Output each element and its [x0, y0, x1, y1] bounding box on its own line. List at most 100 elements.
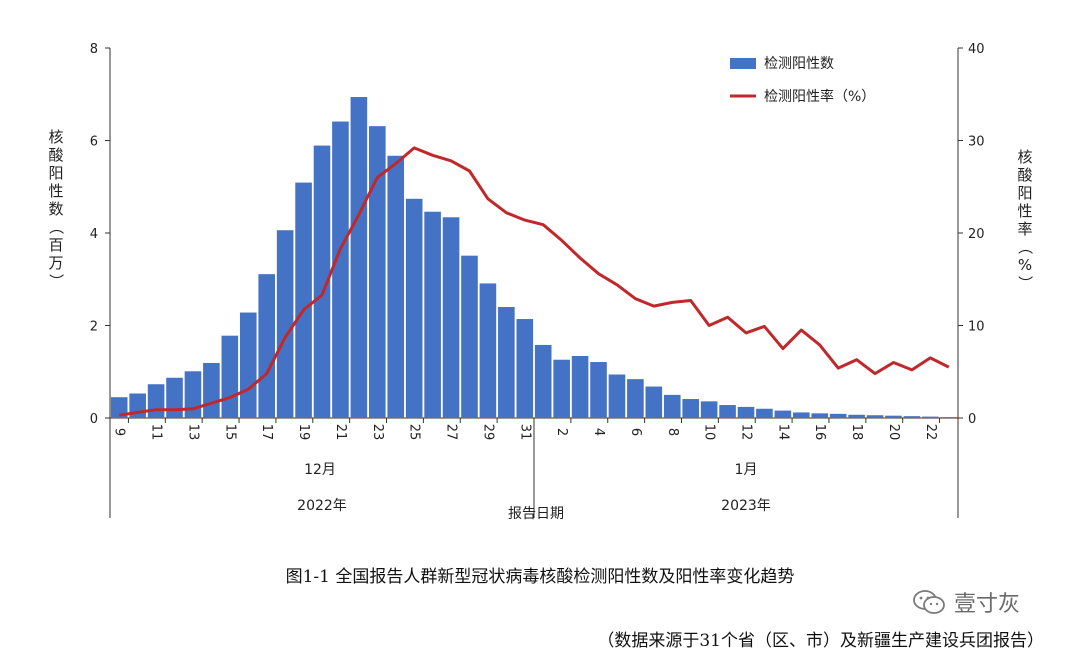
bar — [516, 319, 534, 418]
axes — [105, 47, 963, 518]
bar — [829, 413, 847, 418]
bar — [479, 283, 497, 418]
bar — [387, 155, 405, 418]
bar — [442, 217, 460, 418]
bar — [811, 413, 829, 418]
bar — [793, 412, 810, 418]
bar — [663, 394, 681, 418]
figure-caption: 图1-1 全国报告人群新型冠状病毒核酸检测阳性数及阳性率变化趋势 — [285, 567, 795, 587]
axis-label-char: ） — [1016, 275, 1034, 290]
bar — [627, 379, 644, 418]
bar — [369, 126, 386, 418]
axis-label-char: 酸 — [1017, 166, 1032, 184]
x-tick-label: 9 — [112, 428, 127, 436]
month-label: 12月 — [304, 462, 336, 478]
y-left-tick-label: 4 — [90, 227, 98, 242]
bar — [276, 230, 294, 418]
bar — [239, 312, 257, 418]
x-tick-label: 8 — [665, 428, 680, 436]
bar — [313, 145, 331, 418]
bar — [848, 414, 865, 418]
axis-label-char: 核 — [1017, 148, 1032, 166]
legend-line-label: 检测阳性率（%） — [764, 88, 875, 105]
x-tick-label: 14 — [775, 424, 790, 441]
year-label: 2022年 — [297, 498, 347, 514]
x-tick-label: 17 — [259, 424, 274, 441]
axis-label-char: % — [1018, 256, 1032, 274]
x-tick-label: 13 — [185, 424, 200, 441]
axis-label-char: 万 — [48, 254, 63, 272]
line-series — [118, 146, 950, 417]
bar — [221, 335, 239, 418]
y-left-tick-label: 2 — [90, 320, 98, 335]
bar — [682, 399, 699, 418]
x-tick-label: 22 — [923, 424, 938, 441]
x-tick-label: 29 — [480, 424, 495, 441]
x-tick-label: 4 — [591, 428, 606, 436]
axis-label-char: 性 — [1017, 202, 1032, 220]
legend-bar-label: 检测阳性数 — [764, 56, 834, 72]
bar — [258, 274, 275, 418]
wechat-logo-icon — [913, 590, 945, 614]
legend-bar-swatch — [730, 58, 756, 69]
axis-label-char: 百 — [48, 236, 63, 254]
bar — [332, 121, 349, 418]
y-left-tick-label: 8 — [90, 42, 98, 57]
bar — [885, 415, 902, 418]
bar — [553, 359, 570, 418]
y-left-tick-label: 0 — [90, 412, 98, 427]
bar — [608, 374, 626, 418]
axis-label-char: （ — [47, 219, 65, 234]
bar — [590, 362, 607, 418]
x-tick-label: 12 — [739, 424, 754, 441]
bar — [350, 97, 368, 419]
bar — [737, 406, 755, 418]
bar — [295, 182, 312, 418]
bar — [405, 198, 423, 418]
x-tick-label: 19 — [296, 424, 311, 441]
bar — [903, 416, 921, 418]
x-tick-label: 20 — [886, 424, 901, 441]
bar — [940, 417, 958, 418]
positivity-rate-line — [118, 146, 950, 417]
x-tick-label: 6 — [628, 428, 643, 436]
y-right-tick-label: 20 — [968, 227, 985, 242]
y-right-tick-label: 40 — [968, 42, 985, 57]
x-tick-label: 15 — [222, 424, 237, 441]
bar — [645, 386, 663, 418]
y-right-tick-label: 10 — [968, 320, 985, 335]
axis-label-char: 酸 — [48, 146, 63, 164]
bar — [756, 408, 773, 418]
axis-label-char: 核 — [48, 128, 63, 146]
year-label: 2023年 — [721, 498, 771, 514]
y-left-tick-label: 6 — [90, 135, 98, 150]
axis-label-char: （ — [1016, 239, 1034, 254]
axis-label-char: 数 — [48, 200, 63, 218]
x-tick-label: 18 — [849, 424, 864, 441]
x-tick-label: 31 — [517, 424, 532, 441]
x-tick-label: 10 — [702, 424, 717, 441]
bar — [922, 416, 939, 418]
watermark-text: 壹寸灰 — [954, 592, 1021, 617]
month-label: 1月 — [735, 462, 758, 478]
axis-label-char: 阳 — [1017, 184, 1032, 202]
bar — [719, 405, 736, 418]
axis-label-char: 阳 — [48, 164, 63, 182]
bar — [534, 344, 552, 418]
bar — [110, 397, 128, 418]
x-tick-label: 23 — [370, 424, 385, 441]
bar — [700, 401, 718, 418]
bar — [184, 371, 202, 418]
x-tick-label: 27 — [444, 424, 459, 441]
x-tick-label: 25 — [407, 424, 422, 441]
bar — [866, 415, 884, 418]
bar — [424, 211, 441, 418]
x-tick-label: 21 — [333, 424, 348, 441]
bar — [571, 356, 589, 418]
x-tick-label: 2 — [554, 428, 569, 436]
